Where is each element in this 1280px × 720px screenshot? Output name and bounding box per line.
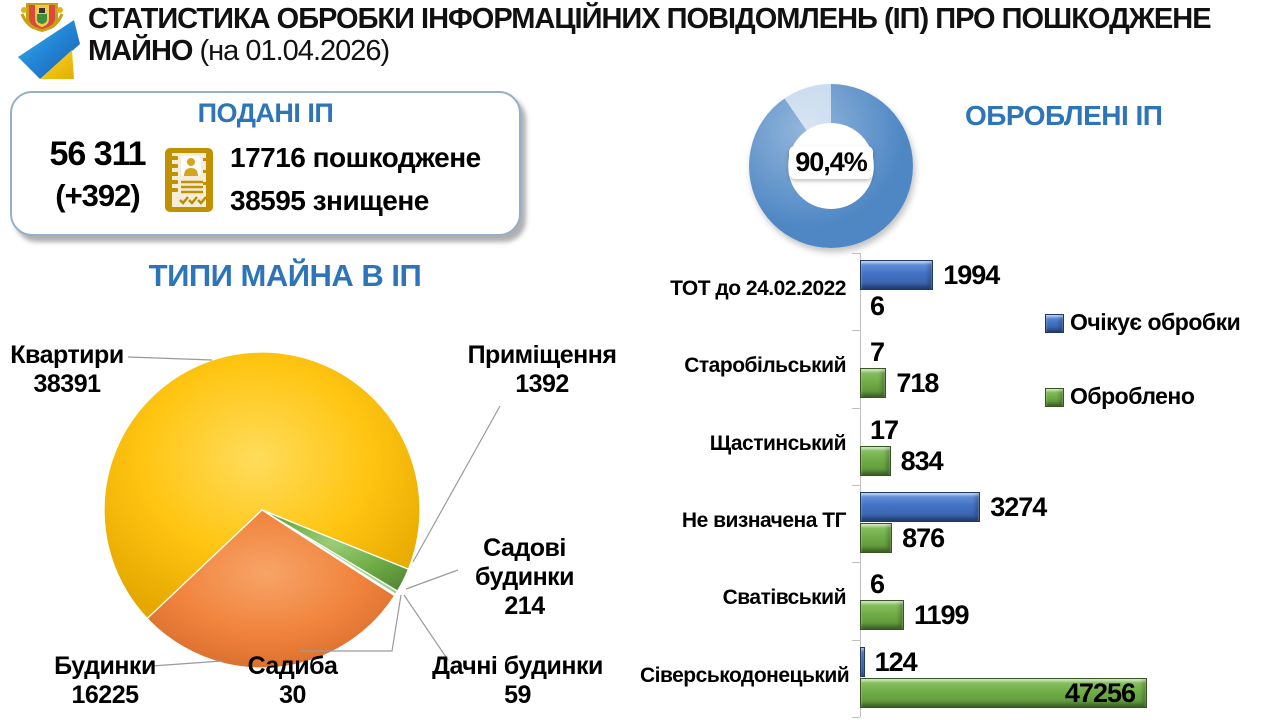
bar-processed xyxy=(860,368,887,399)
bar-category-label: Щастинський xyxy=(709,431,847,455)
bar-category-label: Сватівський xyxy=(722,586,847,610)
bar-processed-value: 876 xyxy=(902,522,945,553)
pie-chart-title: ТИПИ МАЙНА В ІП xyxy=(148,258,422,293)
bar-waiting-value: 17 xyxy=(870,414,899,445)
destroyed-count-line: 38595 знищене xyxy=(230,185,429,216)
legend-waiting-label: Очікує обробки xyxy=(1070,309,1241,335)
legend-processed-swatch xyxy=(1045,388,1064,407)
axis-tick xyxy=(852,330,860,332)
bar-processed xyxy=(860,677,1147,708)
axis-tick xyxy=(852,562,860,564)
page-title-date: (на 01.04.2026) xyxy=(192,35,391,67)
legend-waiting-swatch xyxy=(1045,314,1064,333)
bar-waiting xyxy=(860,491,981,522)
pie-label-dachni-budynky: Дачні будинки 59 xyxy=(432,652,603,709)
page-title-line1: СТАТИСТИКА ОБРОБКИ ІНФОРМАЦІЙНИХ ПОВІДОМ… xyxy=(88,3,1212,35)
bar-waiting xyxy=(860,260,934,290)
bar-processed xyxy=(860,600,904,631)
bar-waiting-value: 6 xyxy=(870,569,885,600)
regions-bar-chart: ТОТ до 24.02.2022 1994 6 Старобільський 7 718… xyxy=(640,250,1280,720)
leader-lines xyxy=(127,356,501,667)
bar-category-label: ТОТ до 24.02.2022 xyxy=(670,277,846,300)
pie-slice-Квартири xyxy=(103,351,421,620)
pie-label-kvartyry: Квартири 38391 xyxy=(10,341,124,398)
document-with-person-icon xyxy=(159,146,219,216)
pie-label-prymishchennia: Приміщення 1392 xyxy=(467,341,617,398)
page-title: СТАТИСТИКА ОБРОБКИ ІНФОРМАЦІЙНИХ ПОВІДОМ… xyxy=(88,3,1278,67)
bar-chart-axis xyxy=(860,253,861,717)
header-logo xyxy=(8,0,90,84)
bar-processed xyxy=(860,522,893,553)
property-types-pie-chart xyxy=(103,351,501,669)
pie-label-sadovi-budynky: Садові будинки 214 xyxy=(474,534,575,620)
bar-processed-value: 1199 xyxy=(914,600,970,631)
bar-category-label: Сіверськодонецький xyxy=(640,663,850,687)
bar-processed-value: 834 xyxy=(900,445,944,476)
submitted-reports-card: ПОДАНІ ІП 56 311 (+392) xyxy=(10,91,521,236)
bar-category-label: Не визначена ТГ xyxy=(681,508,847,532)
bar-waiting-value: 7 xyxy=(870,337,885,368)
axis-tick xyxy=(852,639,860,641)
processed-section-title: ОБРОБЛЕНІ ІП xyxy=(965,100,1163,131)
pie-label-budynky: Будинки 16225 xyxy=(54,652,156,709)
axis-tick xyxy=(852,484,860,486)
coat-of-arms-icon xyxy=(20,3,64,32)
axis-tick xyxy=(852,716,860,718)
bar-waiting-value: 124 xyxy=(874,646,918,677)
flag-ribbon-icon xyxy=(18,20,80,79)
bar-waiting-value: 1994 xyxy=(943,260,1000,290)
axis-tick xyxy=(852,407,860,409)
bar-processed xyxy=(860,445,891,476)
page-title-line2: МАЙНО xyxy=(88,35,193,67)
submitted-card-title: ПОДАНІ ІП xyxy=(197,98,334,128)
submitted-total-value: 56 311 xyxy=(49,135,146,173)
donut-percent-label: 90,4% xyxy=(760,146,902,179)
bar-processed-value: 6 xyxy=(870,291,885,321)
damaged-count-line: 17716 пошкоджене xyxy=(230,142,481,173)
bar-waiting xyxy=(860,646,865,677)
submitted-delta-value: (+392) xyxy=(55,178,140,213)
bar-waiting-value: 3274 xyxy=(990,491,1047,522)
axis-tick xyxy=(852,253,860,254)
bar-category-label: Старобільський xyxy=(684,354,846,378)
pie-label-sadyba: Садиба 30 xyxy=(247,652,338,709)
legend-processed-label: Оброблено xyxy=(1070,383,1195,409)
pie-slice-Будинки xyxy=(146,509,396,669)
bar-processed-value: 47256 xyxy=(1064,677,1136,708)
bar-processed-value: 718 xyxy=(896,368,939,399)
